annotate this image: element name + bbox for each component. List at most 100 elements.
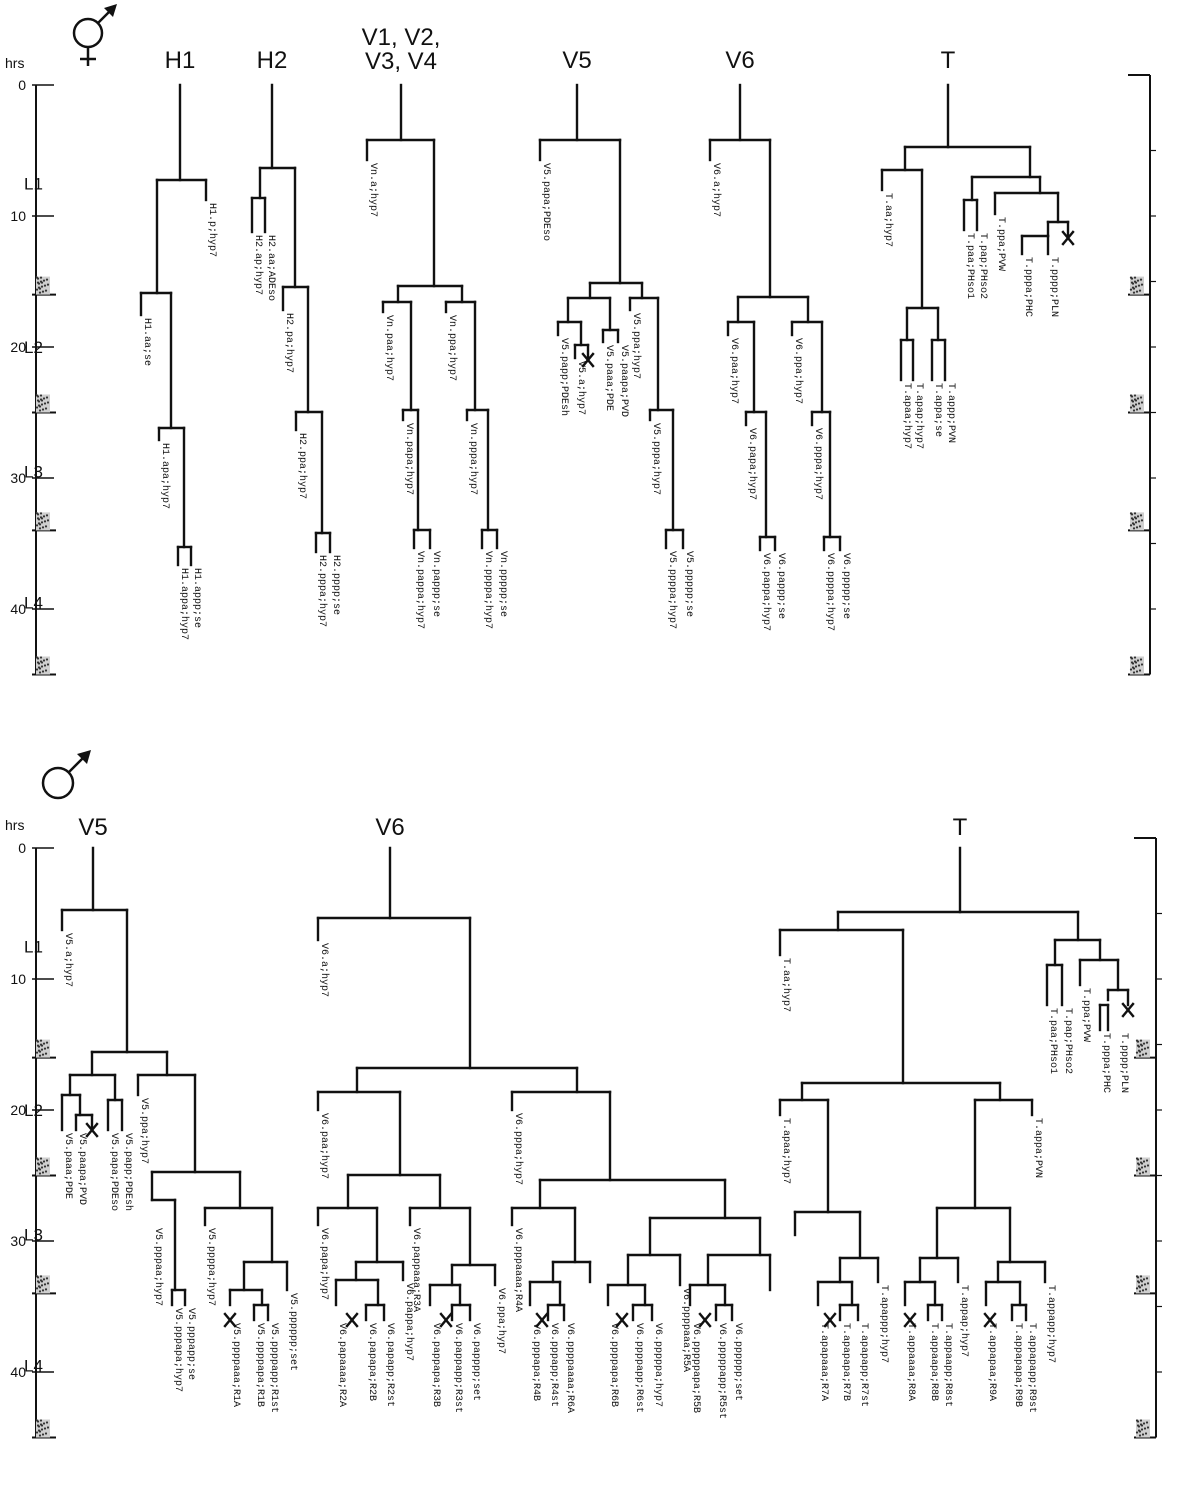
cell-fate-label: V6.ppppapp;R6st bbox=[633, 1323, 644, 1413]
cell-fate-label: V6.pppa;hyp7 bbox=[812, 428, 824, 500]
cell-fate-label: T.appaapp;R8st bbox=[942, 1323, 953, 1407]
hermaphrodite-panel: hrs010203040L1L2L3L4H1H1.p;hyp7H1.aa;seH… bbox=[5, 24, 1156, 676]
cell-fate-label: T.apapapp;R7st bbox=[858, 1323, 869, 1407]
cell-fate-label: T.aa;hyp7 bbox=[780, 958, 792, 1012]
cell-fate-label: T.apapaaa;R7A bbox=[818, 1323, 829, 1401]
lineage-v5: V5 V5.papp;PDEsh V5.a;hyp7 V5.paaa;PDE V5.pa… bbox=[538, 47, 694, 629]
cell-fate-label: T.pppp;PLN bbox=[1048, 257, 1059, 317]
cell-fate-label: Vn.paa;hyp7 bbox=[383, 315, 395, 381]
stage-label: L1 bbox=[24, 937, 43, 956]
hrs-label: hrs bbox=[5, 817, 24, 833]
cell-fate-label: Vn.pappp;se bbox=[430, 551, 441, 617]
cell-fate-label: V6.papa;hyp7 bbox=[318, 1228, 330, 1300]
cell-fate-label: V6.pppapa;R4B bbox=[530, 1323, 541, 1401]
cell-fate-label: T.apappp;hyp7 bbox=[878, 1285, 890, 1363]
cell-fate-label: H1.appp;se bbox=[191, 568, 202, 628]
stage-label: L4 bbox=[24, 1356, 43, 1375]
cell-death-icon bbox=[1121, 1002, 1135, 1018]
cell-fate-label: V5.papa;PDEso bbox=[540, 163, 551, 241]
cell-fate-label: H2.ppa;hyp7 bbox=[296, 433, 308, 499]
time-tick-label: 10 bbox=[10, 971, 26, 987]
cell-death-icon bbox=[85, 1122, 99, 1138]
cell-fate-label: H2.aa;ADEso bbox=[265, 235, 276, 301]
time-tick-label: 0 bbox=[18, 840, 26, 856]
cell-fate-label: T.pap;PHso2 bbox=[1062, 1008, 1073, 1074]
cell-fate-label: H1.p;hyp7 bbox=[206, 203, 218, 257]
cell-death-icon bbox=[581, 352, 595, 368]
cell-fate-label: V5.ppa;hyp7 bbox=[630, 313, 642, 379]
male-symbol-icon bbox=[41, 750, 91, 800]
cell-fate-label: Vn.ppppp;se bbox=[497, 551, 508, 617]
cell-fate-label: T.pppa;PHC bbox=[1100, 1033, 1111, 1093]
cell-fate-label: V5.ppppapa;R1B bbox=[254, 1323, 265, 1407]
cell-fate-label: V5.a;hyp7 bbox=[575, 361, 587, 415]
time-tick-label: 30 bbox=[10, 1233, 26, 1249]
stage-label: L3 bbox=[24, 1225, 43, 1244]
lineage-header: V6 bbox=[725, 47, 754, 74]
cell-fate-label: Vn.a;hyp7 bbox=[367, 163, 379, 217]
cell-fate-label: V6.pappapa;R3B bbox=[430, 1323, 441, 1407]
cell-fate-label: H2.pa;hyp7 bbox=[283, 313, 295, 373]
cell-fate-label: V6.ppppa;hyp7 bbox=[824, 553, 836, 631]
stage-label: L3 bbox=[24, 462, 43, 481]
cell-fate-label: V5.a;hyp7 bbox=[62, 933, 74, 987]
lineage-v5: V5 V5.a;hyp7 V5.paaa;PDE V5.paapa;PVD V5.pap… bbox=[60, 814, 298, 1413]
time-tick-label: 20 bbox=[10, 339, 26, 355]
time-axis-right bbox=[1134, 837, 1162, 1439]
cell-fate-label: V6.ppa;hyp7 bbox=[495, 1288, 507, 1354]
time-tick-label: 40 bbox=[10, 1364, 26, 1380]
time-axis-right bbox=[1128, 74, 1156, 676]
cell-fate-label: T.appa;PVN bbox=[1032, 1118, 1043, 1178]
cell-fate-label: T.appapapp;R9st bbox=[1026, 1323, 1037, 1413]
cell-death-icon bbox=[823, 1312, 837, 1328]
time-tick-label: 0 bbox=[18, 77, 26, 93]
cell-fate-label: T.ppa;PVW bbox=[995, 217, 1006, 271]
lineage-header: V3, V4 bbox=[365, 48, 437, 75]
cell-fate-label: Vn.papa;hyp7 bbox=[403, 423, 415, 495]
cell-death-icon bbox=[535, 1312, 549, 1328]
time-axis-left: 0 10 20 30 40 L1 L2 L3 L4 bbox=[10, 840, 56, 1439]
cell-death-icon bbox=[698, 1312, 712, 1328]
cell-fate-label: T.apap;hyp7 bbox=[913, 383, 925, 449]
cell-fate-label: T.aa;hyp7 bbox=[882, 193, 894, 247]
cell-death-icon bbox=[983, 1312, 997, 1328]
cell-death-icon bbox=[615, 1312, 629, 1328]
stage-label: L2 bbox=[24, 1101, 43, 1120]
lineage-v6: V6 V6.a;hyp7 V6.paa;hyp7 V6.papa;hyp7 V6.pap… bbox=[708, 47, 851, 631]
cell-fate-label: V5.papp;PDEsh bbox=[122, 1133, 134, 1211]
cell-fate-label: H1.aa;se bbox=[141, 318, 152, 366]
lineage-header: H1 bbox=[165, 47, 196, 74]
cell-fate-label: V5.ppppp;se bbox=[683, 551, 694, 617]
cell-death-icon bbox=[345, 1312, 359, 1328]
cell-fate-label: V5.ppppapp;R1st bbox=[268, 1323, 279, 1413]
cell-fate-label: V6.papppp;set bbox=[470, 1323, 481, 1401]
cell-fate-label: V6.pppapp;R4st bbox=[548, 1323, 559, 1407]
cell-fate-label: V6.a;hyp7 bbox=[318, 943, 330, 997]
cell-fate-label: V5.papa;PDEso bbox=[108, 1133, 119, 1211]
cell-fate-label: V6.pppppapa;R5B bbox=[690, 1323, 701, 1413]
time-axis-left: 0 10 20 30 40 L1 L2 L3 L4 bbox=[10, 77, 56, 676]
cell-fate-label: T.appaapa;R8B bbox=[928, 1323, 939, 1401]
cell-fate-label: V5.ppppa;hyp7 bbox=[666, 551, 678, 629]
cell-fate-label: T.pppp;PLN bbox=[1118, 1033, 1129, 1093]
cell-fate-label: T.appp;PVN bbox=[945, 383, 956, 443]
cell-fate-label: T.appapapa;R9B bbox=[1012, 1323, 1023, 1407]
cell-fate-label: V6.pappp;se bbox=[775, 553, 786, 619]
cell-fate-label: T.pppa;PHC bbox=[1022, 257, 1033, 317]
cell-fate-label: V5.pppa;hyp7 bbox=[650, 423, 662, 495]
lineage-header: V5 bbox=[78, 814, 107, 841]
cell-fate-label: Vn.pappa;hyp7 bbox=[414, 551, 426, 629]
cell-fate-label: V6.pappa;hyp7 bbox=[760, 553, 772, 631]
cell-fate-label: V6.paa;hyp7 bbox=[728, 338, 740, 404]
cell-fate-label: V6.pappapp;R3st bbox=[452, 1323, 463, 1413]
cell-fate-label: V5.pppaa;hyp7 bbox=[152, 1228, 164, 1306]
cell-fate-label: H2.pppa;hyp7 bbox=[316, 555, 328, 627]
cell-death-icon bbox=[223, 1312, 237, 1328]
cell-fate-label: T.pap;PHso2 bbox=[977, 233, 988, 299]
cell-fate-label: V5.ppppaaa;R1A bbox=[230, 1323, 241, 1407]
cell-fate-label: V5.paaa;PDE bbox=[62, 1133, 73, 1199]
time-tick-label: 20 bbox=[10, 1102, 26, 1118]
cell-fate-label: V6.pppaaaa;R4A bbox=[512, 1228, 523, 1312]
